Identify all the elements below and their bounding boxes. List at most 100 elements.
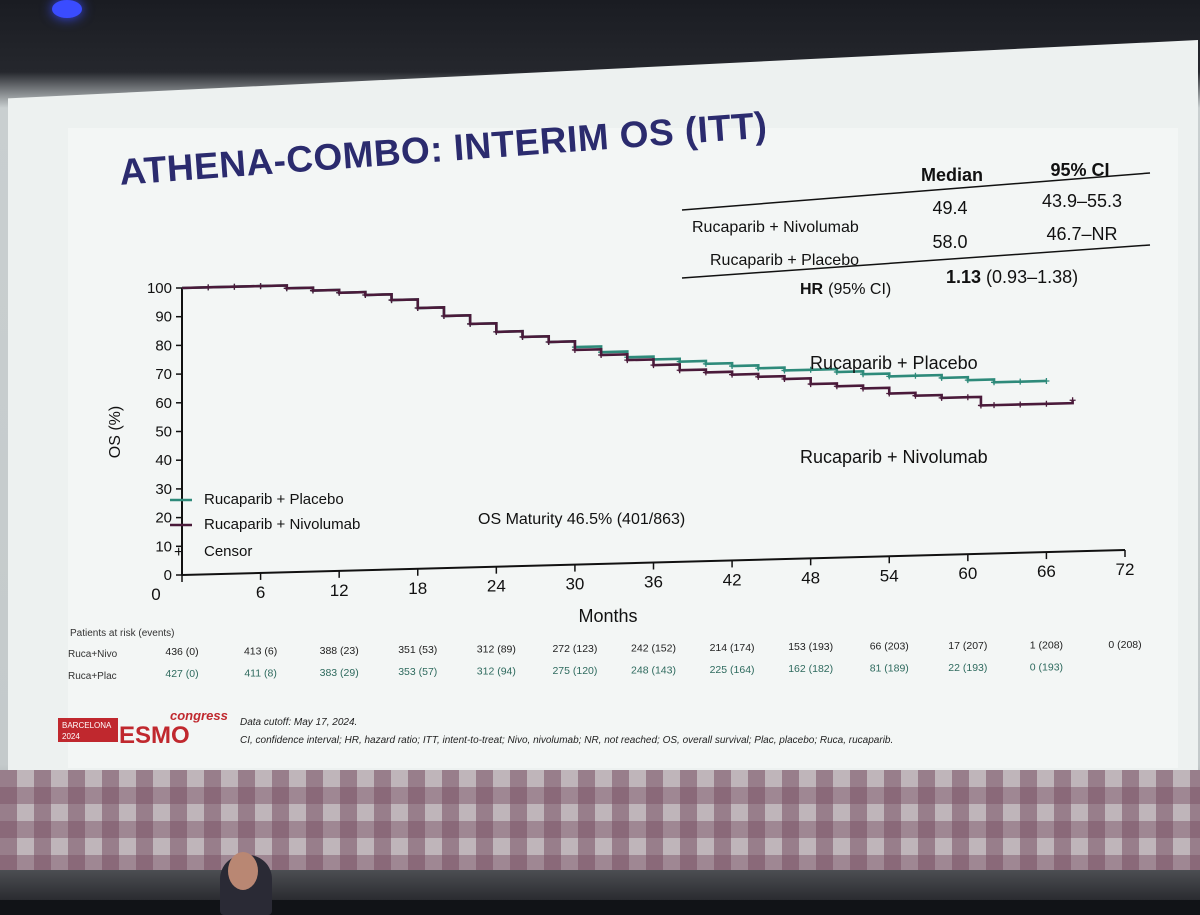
censor-mark [702,369,709,376]
censor-mark [309,287,316,294]
median-header: Median [921,165,983,185]
risk-cell: 388 (23) [320,645,359,657]
y-tick-label: 30 [155,481,172,498]
legend-censor-symbol: + [174,544,183,561]
risk-cell: 162 (182) [788,663,833,675]
table-row-arm: Rucaparib + Nivolumab [692,219,859,236]
hr-label: HR (95% CI) [800,281,891,298]
plot-axes: 0 6 12 18 24 30 36 42 48 54 60 66 72 0 10 20 30 40 50 60 70… [107,280,1134,626]
censor-mark [598,352,605,359]
median-table: Median 95% CI Rucaparib + Nivolumab 49.4… [681,160,1151,298]
censor-mark [781,376,788,383]
risk-cell: 81 (189) [870,663,909,675]
logo-year: 2024 [62,732,80,741]
x-axis-label: Months [578,606,637,626]
risk-table: Patients at risk (events) Ruca+Nivo Ruca… [68,628,1142,682]
risk-cell: 272 (123) [552,643,597,655]
censor-mark [860,385,867,392]
censor-mark [886,373,893,380]
legend-label-censor: Censor [204,543,252,560]
censor-mark [414,305,421,312]
os-maturity-annotation: OS Maturity 46.5% (401/863) [478,511,685,528]
risk-cell: 0 (193) [1030,661,1063,673]
risk-cell: 436 (0) [165,646,198,658]
censor-mark [781,367,788,374]
risk-row-label: Ruca+Plac [68,671,117,682]
censor-mark [807,366,814,373]
censor-mark [624,357,631,364]
data-cutoff-note: Data cutoff: May 17, 2024. [240,717,357,728]
censor-mark [283,285,290,292]
x-tick-group: 0 6 12 18 24 30 36 42 48 54 60 66 72 [151,550,1134,604]
risk-cell: 242 (152) [631,642,676,654]
censor-mark [545,339,552,346]
logo-brand: ESMO [119,722,190,749]
censor-mark [977,402,984,409]
x-tick-label: 48 [801,568,820,587]
risk-cell: 411 (8) [244,667,277,679]
censor-mark [388,297,395,304]
logo-city: BARCELONA [62,721,112,730]
censor-mark [519,333,526,340]
table-row-median: 58.0 [932,232,967,252]
censor-mark [860,371,867,378]
censor-mark [231,283,238,290]
risk-cell: 427 (0) [165,668,198,680]
risk-cell: 1 (208) [1030,639,1063,651]
risk-cells: 436 (0) 413 (6) 388 (23) 351 (53) 312 (89) 27… [165,639,1141,680]
table-rule-top [681,172,1151,211]
presenter-head [228,852,258,890]
y-tick-label: 100 [147,280,172,297]
x-tick-label: 42 [723,570,742,589]
y-tick-label: 80 [155,337,172,354]
congress-logo-badge [58,718,118,742]
risk-cell: 312 (94) [477,666,516,678]
curve-label-placebo: Rucaparib + Placebo [810,353,978,373]
chart-legend: Rucaparib + Placebo Rucaparib + Nivoluma… [170,491,360,561]
censor-mark [467,320,474,327]
censor-mark [650,362,657,369]
censor-mark [205,284,212,291]
y-tick-group: 0 10 20 30 40 50 60 70 80 90 100 [147,280,182,584]
stage-light [52,0,82,18]
censor-mark [1043,377,1050,384]
ci-header: 95% CI [1050,160,1109,180]
censor-mark [991,402,998,409]
censor-mark [964,394,971,401]
y-tick-label: 20 [155,510,172,527]
abbreviations-note: CI, confidence interval; HR, hazard rati… [240,735,893,746]
risk-cell: 22 (193) [948,662,987,674]
censor-mark [440,312,447,319]
censor-mark [336,289,343,296]
risk-cell: 17 (207) [948,640,987,652]
censor-mark [1043,400,1050,407]
series-layer [181,283,1076,409]
risk-cell: 225 (164) [710,664,755,676]
risk-cell: 275 (120) [552,665,597,677]
risk-cell: 248 (143) [631,664,676,676]
censor-mark [833,368,840,375]
censor-mark [755,373,762,380]
censor-mark [964,377,971,384]
censor-mark [729,363,736,370]
censor-mark [912,372,919,379]
censor-mark [1069,397,1076,404]
table-row-median: 49.4 [932,198,967,218]
x-tick-label: 12 [330,581,349,600]
risk-cell: 0 (208) [1108,639,1141,651]
y-tick-label: 0 [164,567,172,584]
censor-mark [571,346,578,353]
legend-label-placebo: Rucaparib + Placebo [204,491,344,508]
censor-mark [702,360,709,367]
x-tick-label: 36 [644,573,663,592]
censor-mark [1017,378,1024,385]
risk-row-label: Ruca+Nivo [68,649,118,660]
censor-mark [493,328,500,335]
table-row-ci: 43.9–55.3 [1042,191,1122,211]
risk-cell: 383 (29) [320,667,359,679]
table-row-arm: Rucaparib + Placebo [710,252,859,269]
censor-mark [676,367,683,374]
censor-mark [991,379,998,386]
slide-panel [68,128,1178,768]
y-tick-label: 90 [155,309,172,326]
